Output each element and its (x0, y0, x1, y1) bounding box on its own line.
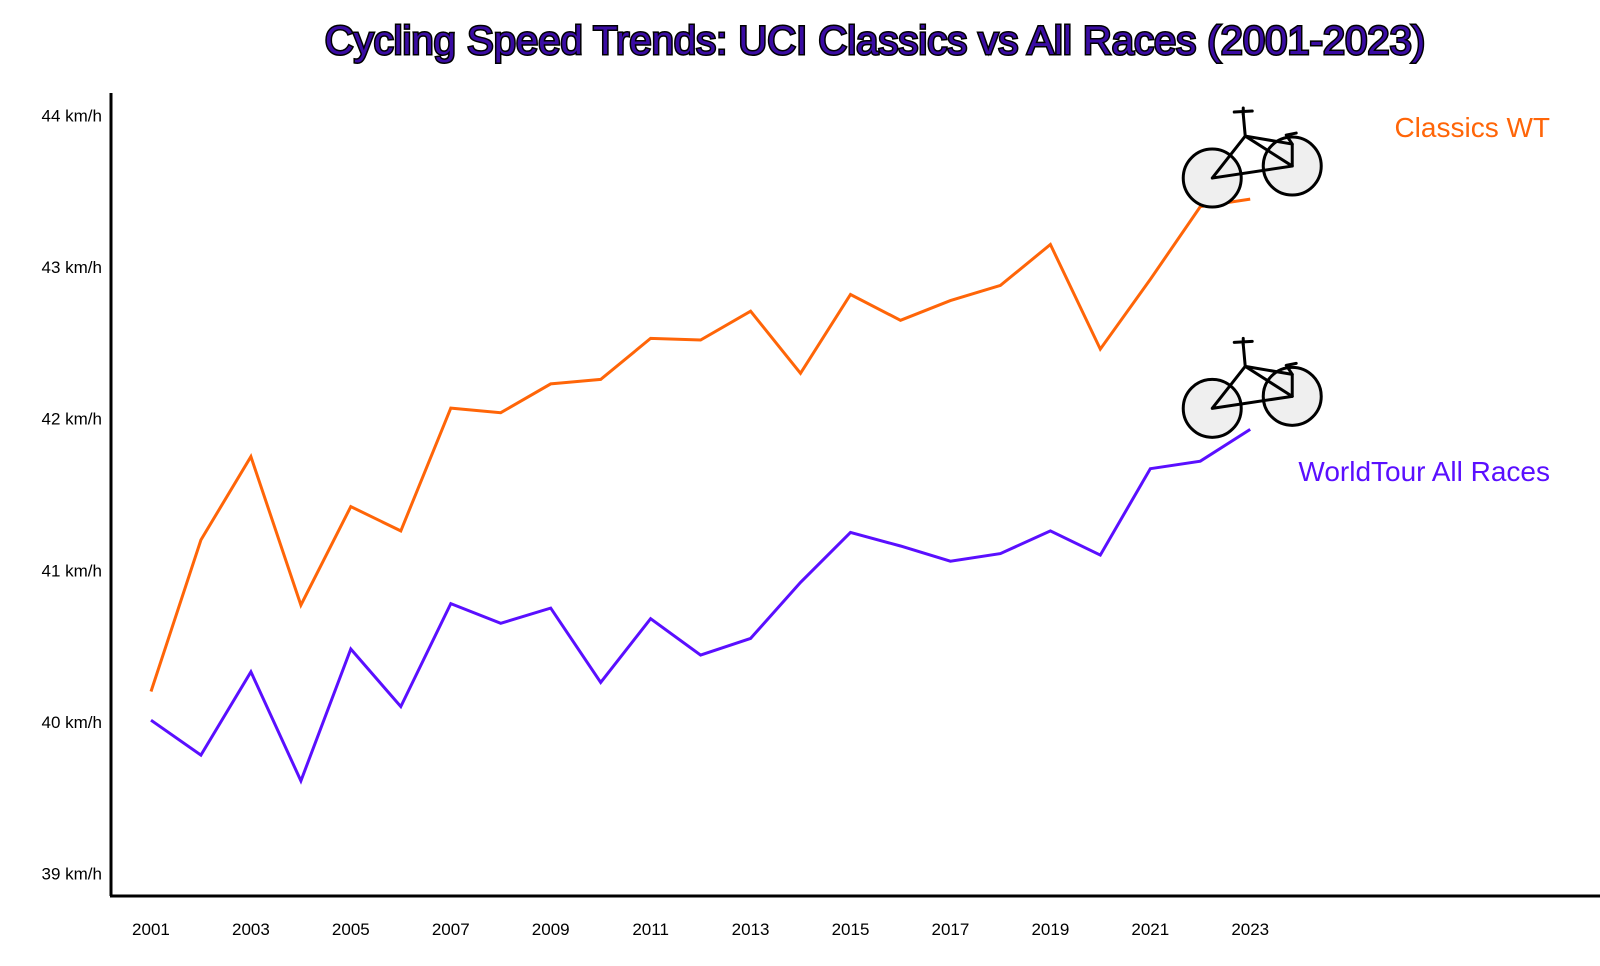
y-tick-label: 44 km/h (42, 107, 102, 126)
bicycle-icon (1181, 106, 1323, 209)
y-tick-label: 39 km/h (42, 864, 102, 883)
series-end-markers (1181, 106, 1323, 439)
x-tick-label: 2007 (432, 920, 470, 939)
chart-title: Cycling Speed Trends: UCI Classics vs Al… (325, 19, 1425, 63)
x-tick-label: 2013 (732, 920, 770, 939)
y-tick-label: 41 km/h (42, 561, 102, 580)
y-tick-label: 43 km/h (42, 258, 102, 277)
x-tick-label: 2003 (232, 920, 270, 939)
series-lines (149, 197, 1252, 785)
series-line-worldtour-all-races (150, 428, 1252, 785)
x-tick-label: 2021 (1131, 920, 1169, 939)
x-tick-label: 2009 (532, 920, 570, 939)
series-labels: Classics WT WorldTour All Races (1298, 112, 1550, 487)
x-tick-label: 2019 (1031, 920, 1069, 939)
series-label-classics-wt: Classics WT (1394, 112, 1550, 143)
x-tick-label: 2015 (832, 920, 870, 939)
x-tick-labels: 2001 2003 2005 2007 2009 2011 2013 2015 2017 2019… (132, 920, 1269, 939)
bicycle-icon (1181, 336, 1323, 439)
series-line-classics-wt (149, 197, 1251, 692)
axes (109, 93, 1600, 898)
y-tick-label: 40 km/h (42, 713, 102, 732)
series-label-worldtour-all-races: WorldTour All Races (1298, 456, 1550, 487)
x-tick-label: 2005 (332, 920, 370, 939)
x-tick-label: 2017 (932, 920, 970, 939)
x-tick-label: 2011 (632, 920, 669, 939)
y-tick-labels: 39 km/h 40 km/h 41 km/h 42 km/h 43 km/h 44 km… (42, 107, 102, 884)
x-tick-label: 2001 (132, 920, 170, 939)
y-tick-label: 42 km/h (42, 410, 102, 429)
x-tick-label: 2023 (1231, 920, 1269, 939)
